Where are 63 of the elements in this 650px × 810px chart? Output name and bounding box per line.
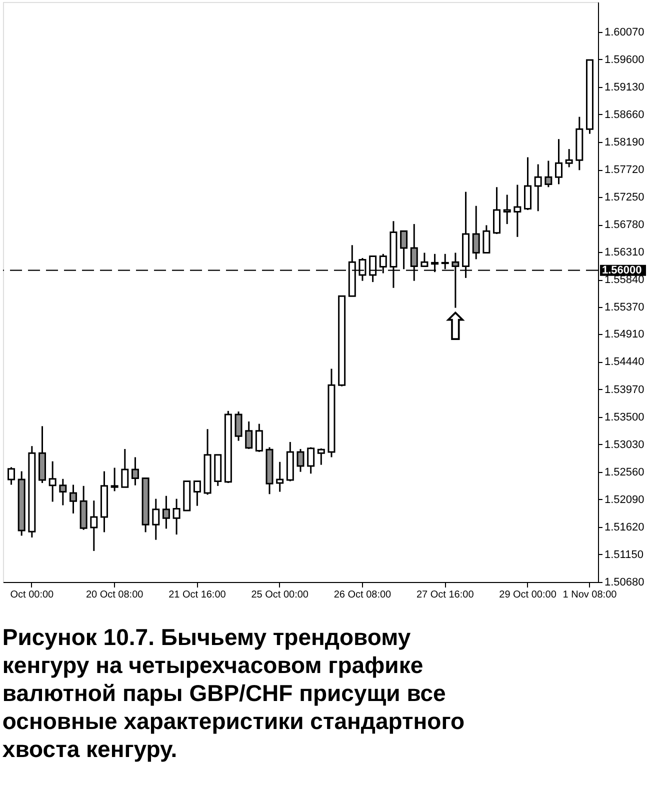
y-tick-label: 1.57720 xyxy=(604,164,644,176)
annotation: ⇧ xyxy=(440,304,472,349)
x-tick-label: 20 Oct 08:00 xyxy=(86,590,144,600)
candlestick xyxy=(131,456,139,486)
candlestick xyxy=(59,478,67,506)
candlestick xyxy=(255,423,263,453)
y-tick-label: 1.52090 xyxy=(604,494,644,506)
x-tick-label: Oct 00:00 xyxy=(10,590,54,600)
y-tick-label: 1.57250 xyxy=(604,192,644,204)
x-tick-label: 26 Oct 08:00 xyxy=(334,590,392,600)
candlestick xyxy=(193,480,201,507)
y-tick-label: 1.60070 xyxy=(604,26,644,38)
candlestick xyxy=(420,252,428,267)
candlestick xyxy=(121,448,129,488)
y-tick-label: 1.59600 xyxy=(604,54,644,66)
y-tick-label: 1.54910 xyxy=(604,328,644,341)
candlestick xyxy=(276,461,284,493)
text: Рисунок 10.7. Бычьему трендовому кенгуру на четырехчасовом графике валютной пары GBP/CHF присущи все основные характеристики стандартного хвоста кенгуру. xyxy=(2,624,465,762)
y-tick-label: 1.51150 xyxy=(604,548,644,561)
y-tick-label: 1.52560 xyxy=(604,466,644,478)
candlestick xyxy=(172,498,180,536)
candlestick xyxy=(90,500,98,552)
candlestick xyxy=(565,148,573,168)
y-tick-label: 1.58660 xyxy=(604,108,644,121)
candlestick xyxy=(110,467,118,492)
y-tick-label: 1.54440 xyxy=(604,356,644,368)
y-tick-label: 1.58190 xyxy=(604,136,644,149)
y-tick-label: 1.50680 xyxy=(604,576,644,588)
candlestick xyxy=(162,495,170,530)
candlestick xyxy=(69,484,77,514)
y-tick-label: 1.53030 xyxy=(604,438,644,451)
candlestick xyxy=(534,164,542,212)
x-tick-label: 27 Oct 16:00 xyxy=(416,590,474,600)
candlestick xyxy=(317,448,325,466)
x-tick-label: 29 Oct 00:00 xyxy=(499,590,557,600)
candlestick xyxy=(245,420,253,450)
candlestick xyxy=(482,224,490,254)
y-tick-label: 1.59130 xyxy=(604,81,644,94)
candlestick xyxy=(8,466,16,486)
candlestick xyxy=(524,156,532,211)
candlestick xyxy=(493,186,501,235)
candlestick xyxy=(544,160,552,188)
y-tick-label: 1.56780 xyxy=(604,219,644,232)
x-tick-label: 21 Oct 16:00 xyxy=(168,590,226,600)
y-tick-label: 1.55370 xyxy=(604,302,644,314)
x-tick-label: 1 Nov 08:00 xyxy=(562,590,618,600)
candlestick xyxy=(234,410,242,442)
candlestick xyxy=(514,184,522,238)
candlestick xyxy=(554,138,562,185)
candlestick xyxy=(296,448,304,473)
y-tick-label: 1.55840 xyxy=(604,274,644,286)
candlestick xyxy=(472,205,480,260)
candlestick xyxy=(152,498,160,541)
y-tick-label: 1.51620 xyxy=(604,521,644,534)
y-tick-label: 1.53970 xyxy=(604,384,644,396)
candlestick xyxy=(307,446,315,474)
ref-line-label: 1.56000 xyxy=(602,264,642,276)
candlestick xyxy=(503,194,511,225)
y-tick-label: 1.56310 xyxy=(604,246,644,259)
candlestick xyxy=(400,230,408,270)
x-tick-label: 25 Oct 00:00 xyxy=(251,590,309,600)
y-tick-label: 1.53500 xyxy=(604,411,644,424)
candlestick xyxy=(48,460,56,502)
